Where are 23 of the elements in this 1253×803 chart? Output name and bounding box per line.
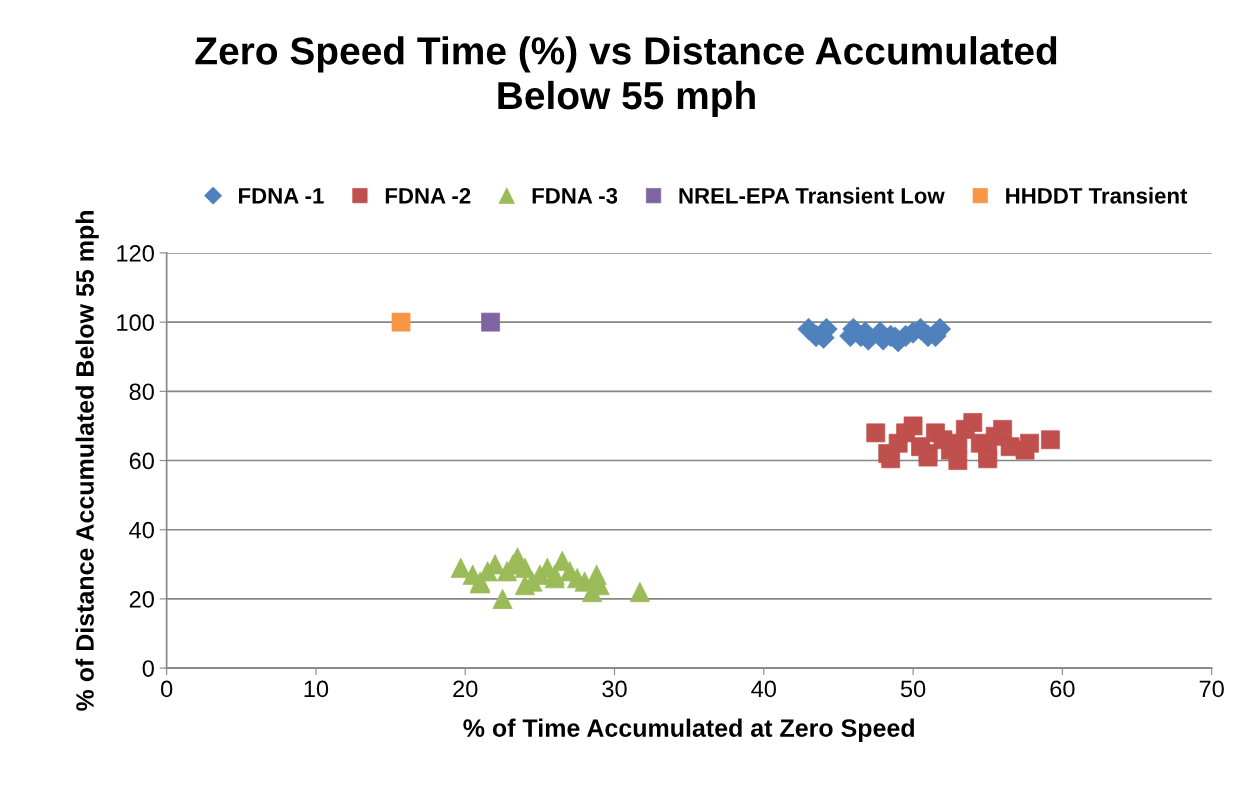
legend-label: FDNA -2 [385,187,471,204]
y-tick-label: 120 [117,245,154,262]
y-tick-label: 100 [117,314,154,331]
x-tick-label: 60 [1050,680,1075,698]
legend-label: HHDDT Transient [1006,187,1188,204]
legend-label: NREL-EPA Transient Low [679,187,945,204]
x-tick-label: 0 [161,680,173,698]
x-tick-label: 20 [453,680,478,698]
y-tick-label: 80 [129,383,154,401]
legend-label: FDNA -1 [239,188,324,204]
x-tick-label: 50 [900,680,926,698]
x-tick-label: 70 [1199,680,1224,698]
y-axis-title: % of Distance Accumulated Below 55 mph [75,211,99,711]
x-tick-label: 30 [602,680,627,698]
x-tick-label: 40 [751,680,776,698]
x-axis-title: % of Time Accumulated at Zero Speed [463,718,914,742]
legend-label: FDNA -3 [532,187,618,204]
chart-title: Zero Speed Time (%) vs Distance Accumulated Below 55 mph [195,36,1057,118]
y-tick-label: 40 [129,521,154,539]
x-tick-label: 10 [304,680,329,698]
y-tick-label: 60 [129,452,154,470]
y-tick-label: 20 [129,590,154,608]
y-tick-label: 0 [142,660,154,677]
